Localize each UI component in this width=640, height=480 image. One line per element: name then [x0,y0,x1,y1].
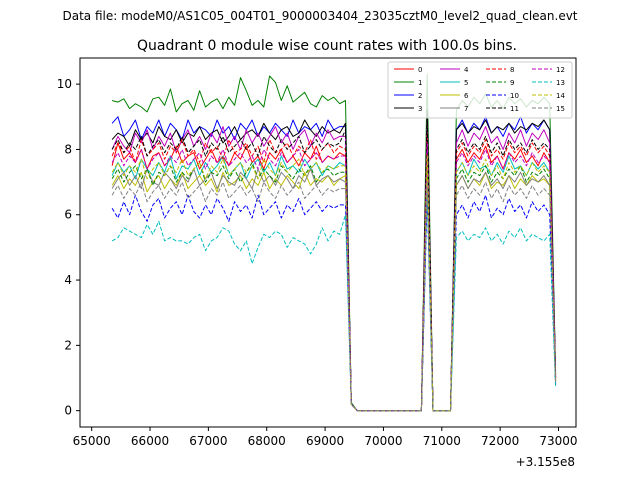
series-line-12 [111,142,557,412]
series-line-3 [111,109,557,412]
legend-label-4: 4 [464,66,469,74]
legend-label-6: 6 [464,92,469,100]
legend-label-10: 10 [510,92,519,100]
legend-label-15: 15 [556,105,565,113]
y-tick-label: 6 [64,208,72,222]
series-line-4 [111,119,557,412]
x-axis-ticks: 65000 66000 67000 68000 69000 70000 71000 72000… [73,427,578,448]
legend-label-12: 12 [556,66,565,74]
plot-frame [79,57,577,428]
y-tick-label: 2 [64,338,72,352]
legend-label-0: 0 [418,66,422,74]
y-tick-label: 8 [64,142,72,156]
chart-title: Quadrant 0 module wise count rates with … [137,38,517,54]
series-line-8 [111,132,557,412]
series-line-1 [111,73,557,412]
legend-label-1: 1 [418,79,422,87]
series-line-2 [111,116,557,412]
x-tick-label: 73000 [539,434,577,448]
series-line-0 [111,142,557,412]
x-tick-label: 67000 [189,434,227,448]
y-axis-ticks: 0 2 4 6 8 10 [57,77,80,418]
x-tick-label: 65000 [73,434,111,448]
legend-label-5: 5 [464,79,468,87]
y-tick-label: 10 [57,77,72,91]
series-layer [111,73,557,412]
legend-label-8: 8 [510,66,514,74]
series-line-9 [111,162,557,412]
x-tick-label: 69000 [306,434,344,448]
series-line-15 [111,181,557,412]
legend-label-9: 9 [510,79,514,87]
series-line-5 [111,155,557,412]
x-tick-label: 66000 [131,434,169,448]
y-tick-label: 0 [64,404,72,418]
series-line-14 [111,155,557,412]
x-offset-label: +3.155e8 [516,455,575,469]
legend-label-11: 11 [510,105,519,113]
legend-label-2: 2 [418,92,422,100]
series-line-10 [111,194,557,412]
x-tick-label: 72000 [481,434,519,448]
legend-label-3: 3 [418,105,422,113]
y-tick-label: 4 [64,273,72,287]
legend-label-14: 14 [556,92,565,100]
series-line-13 [111,188,557,412]
legend-label-13: 13 [556,79,565,87]
legend-box [387,61,573,119]
series-line-7 [111,168,557,412]
series-line-11 [111,113,557,412]
x-tick-label: 71000 [423,434,461,448]
series-line-6 [111,171,557,412]
x-tick-label: 68000 [248,434,286,448]
legend-label-7: 7 [464,105,468,113]
x-tick-label: 70000 [364,434,402,448]
suptitle: Data file: modeM0/AS1C05_004T01_90000034… [62,9,577,23]
